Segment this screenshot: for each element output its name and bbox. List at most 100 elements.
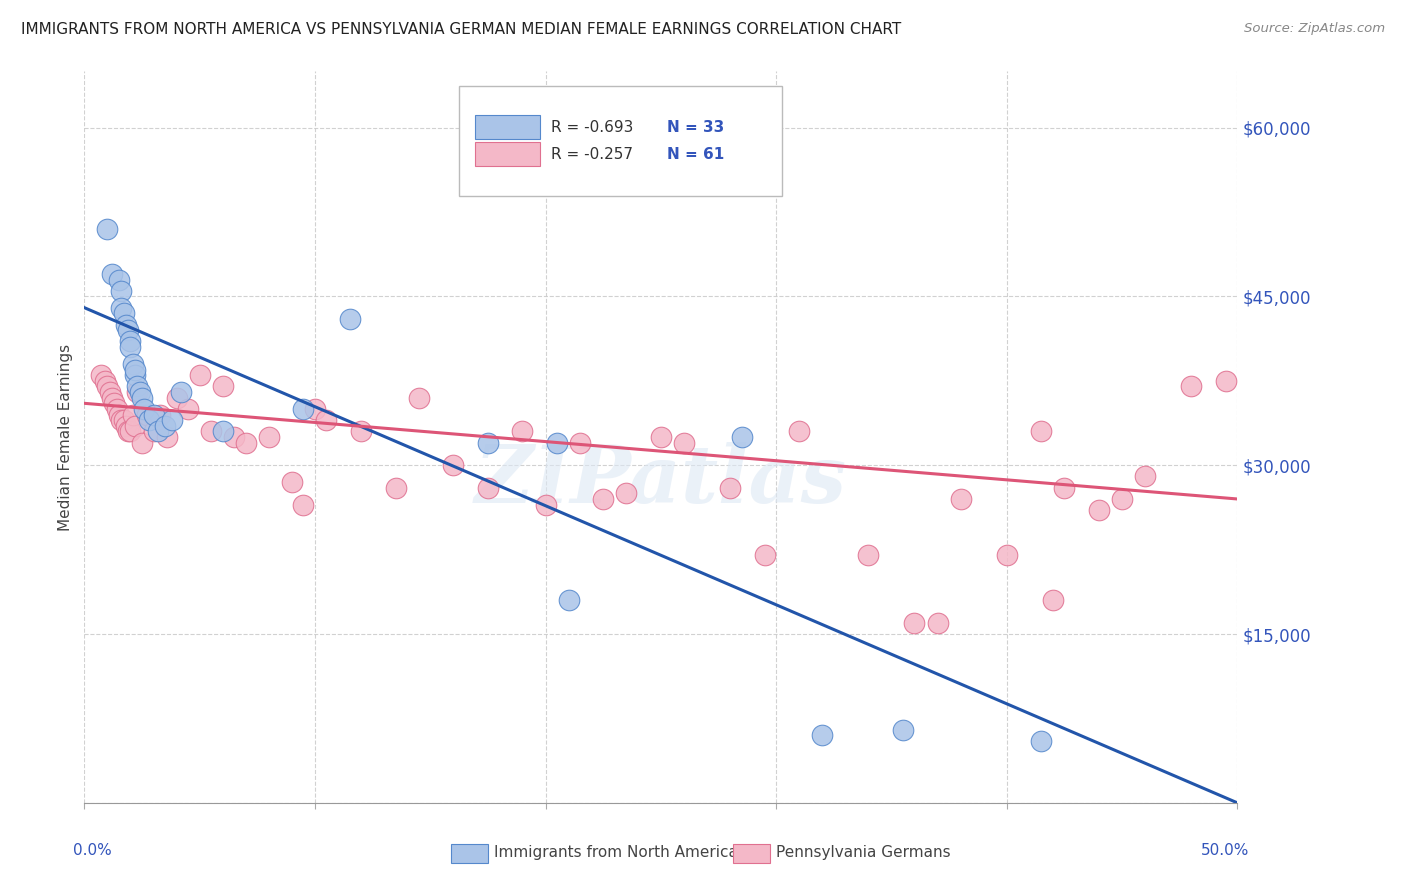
Point: [281, 475, 304, 489]
Point: [235, 435, 257, 450]
Point: [94, 374, 117, 388]
Point: [89, 368, 111, 383]
Point: [350, 425, 373, 439]
Point: [257, 430, 280, 444]
Point: [128, 385, 150, 400]
Point: [127, 385, 149, 400]
Point: [1042, 593, 1064, 607]
Text: Immigrants from North America: Immigrants from North America: [494, 845, 738, 860]
Point: [730, 430, 752, 444]
Point: [177, 401, 200, 416]
Point: [546, 435, 568, 450]
Point: [108, 272, 131, 286]
Point: [477, 481, 499, 495]
Point: [292, 401, 315, 416]
FancyBboxPatch shape: [460, 86, 782, 195]
Point: [115, 418, 138, 433]
Point: [120, 340, 142, 354]
Point: [115, 318, 138, 332]
Point: [156, 430, 179, 444]
Text: IMMIGRANTS FROM NORTH AMERICA VS PENNSYLVANIA GERMAN MEDIAN FEMALE EARNINGS CORR: IMMIGRANTS FROM NORTH AMERICA VS PENNSYL…: [21, 22, 901, 37]
Y-axis label: Median Female Earnings: Median Female Earnings: [58, 343, 73, 531]
Point: [949, 491, 972, 506]
Text: N = 61: N = 61: [666, 146, 724, 161]
Point: [105, 401, 128, 416]
Point: [112, 413, 135, 427]
Point: [101, 391, 124, 405]
Point: [117, 425, 139, 439]
Text: 50.0%: 50.0%: [1201, 843, 1249, 858]
Point: [142, 408, 165, 422]
Point: [131, 435, 153, 450]
Point: [120, 425, 142, 439]
Point: [408, 391, 430, 405]
Point: [1031, 734, 1053, 748]
Point: [1133, 469, 1156, 483]
Point: [811, 728, 834, 742]
Point: [614, 486, 637, 500]
Point: [121, 408, 143, 422]
Text: ZIPatlas: ZIPatlas: [475, 442, 846, 520]
Point: [170, 385, 193, 400]
Point: [315, 413, 337, 427]
FancyBboxPatch shape: [475, 142, 540, 166]
Point: [98, 385, 121, 400]
Point: [96, 222, 118, 236]
Point: [96, 379, 118, 393]
Point: [650, 430, 672, 444]
Point: [108, 408, 131, 422]
Point: [200, 425, 222, 439]
Point: [211, 425, 233, 439]
Point: [592, 491, 614, 506]
Point: [188, 368, 211, 383]
Point: [138, 413, 160, 427]
Point: [101, 267, 124, 281]
Point: [124, 368, 146, 383]
Point: [110, 284, 132, 298]
Point: [103, 396, 125, 410]
Point: [384, 481, 406, 495]
Point: [112, 306, 135, 320]
Point: [160, 413, 183, 427]
Point: [127, 379, 149, 393]
Point: [211, 379, 233, 393]
Point: [754, 548, 776, 562]
Point: [718, 481, 741, 495]
Point: [569, 435, 592, 450]
Point: [304, 401, 326, 416]
Point: [124, 418, 146, 433]
Point: [1088, 503, 1111, 517]
Point: [149, 408, 172, 422]
Point: [995, 548, 1018, 562]
Text: N = 33: N = 33: [666, 120, 724, 135]
FancyBboxPatch shape: [734, 844, 770, 863]
Point: [146, 425, 169, 439]
Point: [534, 498, 557, 512]
Point: [142, 425, 165, 439]
Point: [891, 723, 914, 737]
Point: [1111, 491, 1133, 506]
Point: [1180, 379, 1202, 393]
Point: [134, 401, 156, 416]
Point: [1031, 425, 1053, 439]
Point: [1053, 481, 1076, 495]
Point: [512, 425, 534, 439]
Point: [787, 425, 810, 439]
Text: Pennsylvania Germans: Pennsylvania Germans: [776, 845, 950, 860]
Point: [224, 430, 246, 444]
Point: [124, 362, 146, 376]
Point: [441, 458, 464, 473]
Text: Source: ZipAtlas.com: Source: ZipAtlas.com: [1244, 22, 1385, 36]
Point: [110, 301, 132, 315]
Point: [117, 323, 139, 337]
Point: [903, 615, 925, 630]
Point: [477, 435, 499, 450]
Point: [858, 548, 880, 562]
Point: [121, 357, 143, 371]
Point: [110, 413, 132, 427]
FancyBboxPatch shape: [475, 115, 540, 139]
Point: [135, 408, 157, 422]
Point: [339, 312, 361, 326]
Point: [672, 435, 695, 450]
Point: [120, 334, 142, 349]
